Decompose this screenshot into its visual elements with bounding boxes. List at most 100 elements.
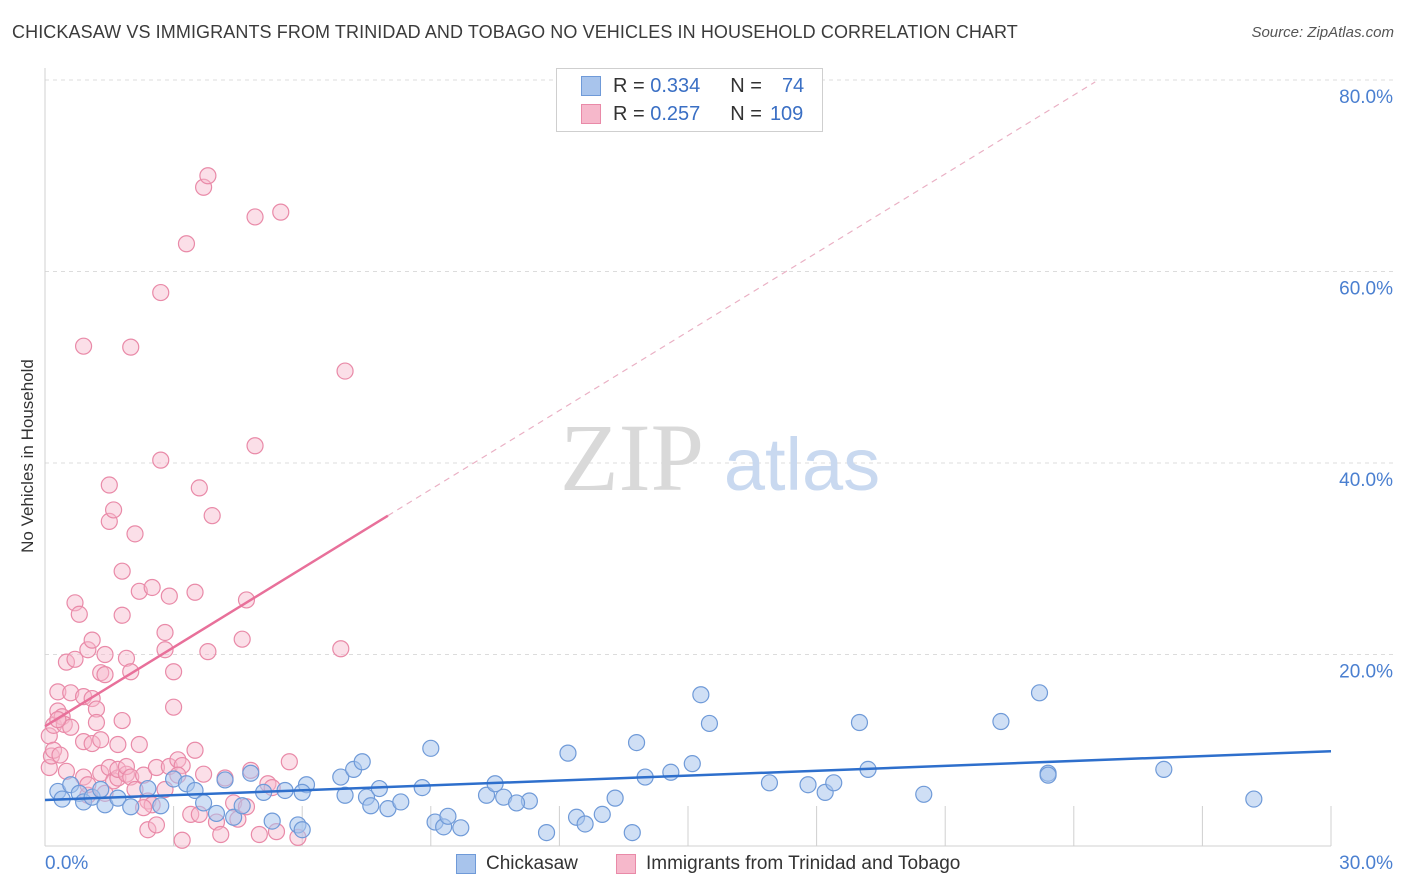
point-trinidad bbox=[199, 643, 217, 661]
bottom-legend-swatch-blue bbox=[456, 854, 476, 874]
point-trinidad bbox=[130, 582, 148, 600]
legend-n-label: N = bbox=[730, 102, 762, 125]
point-trinidad bbox=[87, 713, 106, 732]
point-trinidad bbox=[117, 649, 136, 667]
point-chickasaw bbox=[225, 808, 243, 826]
point-trinidad bbox=[186, 741, 204, 759]
point-chickasaw bbox=[700, 714, 719, 733]
point-trinidad bbox=[147, 758, 166, 777]
legend-n-value-trinidad: 109 bbox=[769, 102, 804, 125]
point-chickasaw bbox=[362, 797, 380, 815]
point-trinidad bbox=[113, 606, 131, 624]
point-chickasaw bbox=[850, 713, 869, 732]
tick-labels: 20.0% 40.0% 60.0% 80.0% 0.0% 30.0% bbox=[45, 87, 1393, 874]
point-trinidad bbox=[109, 735, 127, 754]
legend-r-label: R = bbox=[613, 74, 645, 97]
axes bbox=[44, 68, 1331, 847]
grid-lines bbox=[45, 79, 1394, 846]
legend-r-label: R = bbox=[613, 102, 645, 125]
point-trinidad bbox=[165, 698, 183, 716]
point-trinidad bbox=[122, 338, 140, 356]
point-chickasaw bbox=[627, 733, 646, 752]
point-trinidad bbox=[83, 734, 101, 753]
point-chickasaw bbox=[422, 739, 440, 757]
y-tick-label: 20.0% bbox=[1339, 662, 1393, 683]
point-trinidad bbox=[70, 605, 88, 623]
point-trinidad bbox=[66, 650, 84, 668]
y-tick-label: 60.0% bbox=[1339, 279, 1393, 300]
y-tick-label: 40.0% bbox=[1339, 470, 1393, 491]
point-trinidad bbox=[336, 362, 354, 380]
point-chickasaw bbox=[1039, 766, 1057, 784]
legend-n-value-chickasaw: 74 bbox=[781, 74, 805, 97]
point-chickasaw bbox=[692, 686, 710, 704]
point-trinidad bbox=[92, 731, 110, 749]
point-chickasaw bbox=[760, 774, 779, 792]
series-chickasaw-points bbox=[49, 684, 1263, 842]
point-chickasaw bbox=[477, 786, 496, 804]
point-trinidad bbox=[177, 235, 196, 253]
point-chickasaw bbox=[799, 776, 817, 794]
point-trinidad bbox=[104, 501, 123, 519]
x-tick-label-max: 30.0% bbox=[1339, 853, 1393, 874]
point-trinidad bbox=[143, 578, 161, 597]
point-trinidad bbox=[96, 666, 114, 684]
point-trinidad bbox=[190, 479, 208, 497]
point-trinidad bbox=[100, 476, 118, 494]
point-chickasaw bbox=[507, 794, 526, 812]
point-trinidad bbox=[74, 337, 93, 355]
legend-row-trinidad: R = 0.257 N = 109 bbox=[581, 101, 803, 127]
point-chickasaw bbox=[332, 768, 350, 786]
legend-swatch-blue bbox=[581, 76, 601, 96]
bottom-legend-label-chickasaw: Chickasaw bbox=[486, 853, 578, 874]
point-chickasaw bbox=[263, 812, 281, 830]
point-trinidad bbox=[87, 700, 106, 718]
point-trinidad bbox=[152, 283, 170, 302]
point-chickasaw bbox=[992, 712, 1010, 731]
point-trinidad bbox=[147, 816, 166, 834]
point-chickasaw bbox=[92, 780, 110, 799]
point-trinidad bbox=[195, 765, 213, 783]
source-label: Source: ZipAtlas.com bbox=[1251, 24, 1394, 41]
point-chickasaw bbox=[1030, 684, 1049, 702]
point-chickasaw bbox=[662, 763, 680, 781]
series-trinidad-points bbox=[40, 167, 354, 849]
point-trinidad bbox=[62, 718, 80, 736]
point-chickasaw bbox=[825, 774, 843, 792]
point-chickasaw bbox=[293, 821, 311, 839]
point-trinidad bbox=[113, 562, 131, 580]
point-trinidad bbox=[96, 645, 114, 664]
legend-n-label: N = bbox=[730, 74, 762, 97]
legend-swatch-pink bbox=[581, 104, 601, 124]
point-trinidad bbox=[280, 753, 298, 771]
point-chickasaw bbox=[623, 823, 641, 842]
bottom-legend-chickasaw: Chickasaw bbox=[456, 851, 578, 877]
point-trinidad bbox=[272, 203, 290, 221]
point-chickasaw bbox=[683, 755, 701, 773]
bottom-legend-label-trinidad: Immigrants from Trinidad and Tobago bbox=[646, 853, 961, 874]
y-tick-label: 80.0% bbox=[1339, 87, 1393, 108]
point-chickasaw bbox=[606, 789, 624, 807]
point-chickasaw bbox=[576, 815, 594, 833]
point-trinidad bbox=[139, 821, 157, 839]
stats-legend: R = 0.334 N = 74 R = 0.257 N = 109 bbox=[556, 68, 823, 132]
point-trinidad bbox=[117, 757, 136, 776]
point-trinidad bbox=[62, 684, 80, 702]
point-chickasaw bbox=[216, 771, 234, 789]
point-chickasaw bbox=[413, 778, 431, 797]
point-trinidad bbox=[250, 825, 268, 844]
point-trinidad bbox=[186, 583, 204, 601]
legend-r-value-trinidad: 0.257 bbox=[650, 102, 701, 125]
chart-title: CHICKASAW VS IMMIGRANTS FROM TRINIDAD AN… bbox=[12, 22, 1018, 42]
point-chickasaw bbox=[242, 764, 260, 782]
point-trinidad bbox=[126, 525, 144, 543]
point-chickasaw bbox=[452, 819, 470, 837]
point-trinidad bbox=[246, 208, 264, 226]
point-chickasaw bbox=[593, 805, 611, 824]
point-chickasaw bbox=[139, 779, 157, 798]
point-chickasaw bbox=[207, 804, 226, 823]
trend-line-chickasaw bbox=[44, 749, 1332, 802]
watermark-zip: ZIP bbox=[560, 404, 704, 511]
point-trinidad bbox=[51, 746, 69, 764]
point-trinidad bbox=[233, 630, 251, 648]
